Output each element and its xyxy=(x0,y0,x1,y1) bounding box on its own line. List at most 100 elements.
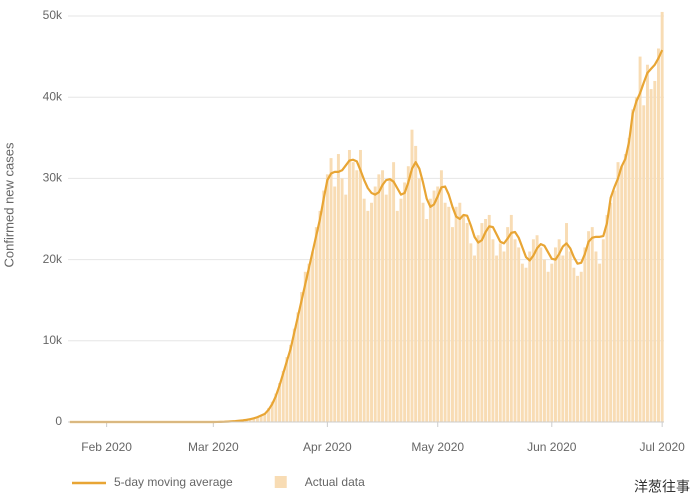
bar xyxy=(388,178,392,422)
bar xyxy=(454,206,458,422)
bar xyxy=(362,198,366,422)
bar xyxy=(612,190,616,422)
bar xyxy=(473,255,477,422)
bar xyxy=(458,202,462,422)
bar xyxy=(484,219,488,422)
bar xyxy=(565,223,568,422)
bar xyxy=(314,227,318,422)
bar xyxy=(587,231,591,422)
bar xyxy=(539,247,543,422)
bar xyxy=(502,251,506,422)
bar xyxy=(432,190,436,422)
bar xyxy=(609,202,613,422)
bar xyxy=(561,255,565,422)
bar xyxy=(616,162,620,422)
bar xyxy=(524,267,528,422)
bar xyxy=(447,206,451,422)
bar xyxy=(300,292,304,422)
bar xyxy=(623,154,627,423)
bar xyxy=(336,154,340,423)
bar xyxy=(550,263,554,422)
x-tick-label: May 2020 xyxy=(411,440,464,454)
bar xyxy=(248,418,252,422)
bar xyxy=(377,174,381,422)
bar xyxy=(263,413,267,422)
bar xyxy=(513,239,517,422)
bar xyxy=(259,415,263,422)
watermark: 洋葱往事 xyxy=(634,479,690,495)
bar xyxy=(568,251,572,422)
bar xyxy=(491,239,495,422)
bar xyxy=(406,166,410,422)
x-tick-label: Jun 2020 xyxy=(527,440,577,454)
bar xyxy=(399,198,403,422)
bar xyxy=(572,267,576,422)
x-tick-label: Mar 2020 xyxy=(188,440,239,454)
bar xyxy=(594,251,598,422)
bar xyxy=(476,235,480,422)
bar xyxy=(642,105,646,422)
bar xyxy=(395,210,399,422)
bar xyxy=(311,251,315,422)
bar xyxy=(487,214,491,422)
bar xyxy=(333,186,337,422)
bar xyxy=(392,162,396,422)
bar xyxy=(403,182,407,422)
y-tick-label: 40k xyxy=(43,89,63,103)
bar xyxy=(289,344,293,422)
legend-swatch xyxy=(274,476,287,488)
bar xyxy=(417,178,421,422)
bar xyxy=(631,109,635,422)
bar xyxy=(285,357,289,422)
bar xyxy=(557,239,561,422)
bar xyxy=(546,271,550,422)
x-tick-label: Feb 2020 xyxy=(81,440,132,454)
bar xyxy=(370,202,373,422)
bar xyxy=(252,417,256,422)
legend-label: Actual data xyxy=(305,475,365,489)
bar xyxy=(649,89,653,422)
y-tick-label: 50k xyxy=(43,8,63,22)
bar xyxy=(322,190,326,422)
bar xyxy=(480,223,484,422)
bar xyxy=(307,263,311,422)
bar xyxy=(509,214,513,422)
y-axis-label: Confirmed new cases xyxy=(1,142,16,267)
y-tick-label: 30k xyxy=(43,171,63,185)
bar xyxy=(373,186,377,422)
bar xyxy=(366,210,370,422)
bar xyxy=(292,328,296,422)
bar xyxy=(506,227,510,422)
bar xyxy=(274,393,278,422)
bar xyxy=(498,243,502,422)
bar xyxy=(469,243,473,422)
bar xyxy=(414,145,418,423)
bar xyxy=(296,312,300,422)
bar xyxy=(281,370,285,422)
bar xyxy=(620,166,624,422)
legend-label: 5-day moving average xyxy=(114,475,233,489)
bar xyxy=(553,247,557,422)
bar xyxy=(542,259,546,422)
bar xyxy=(495,255,499,422)
bar xyxy=(410,129,414,422)
bar xyxy=(601,239,605,422)
bar xyxy=(598,263,602,422)
bar xyxy=(421,202,425,422)
bar xyxy=(653,80,657,423)
bar xyxy=(634,97,638,422)
bar xyxy=(443,202,447,422)
x-tick-label: Jul 2020 xyxy=(639,440,685,454)
y-tick-label: 10k xyxy=(43,333,63,347)
bar xyxy=(428,198,432,422)
bar xyxy=(576,275,580,422)
bar xyxy=(439,170,443,422)
bar xyxy=(267,408,270,422)
bar xyxy=(255,416,259,422)
bar xyxy=(465,223,469,422)
bar xyxy=(520,263,524,422)
bar xyxy=(450,227,454,422)
x-tick-label: Apr 2020 xyxy=(303,440,352,454)
bar xyxy=(303,271,307,422)
